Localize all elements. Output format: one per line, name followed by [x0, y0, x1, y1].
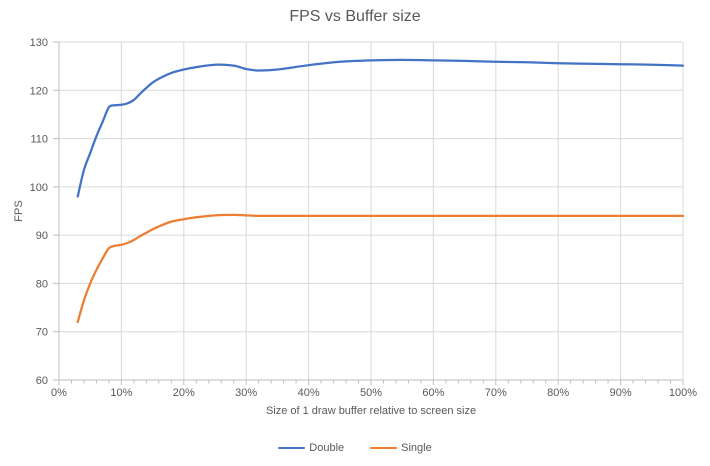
x-tick-label: 30% [235, 387, 257, 399]
y-tick-label: 90 [36, 230, 48, 242]
legend-swatch-single [370, 446, 398, 450]
chart-title: FPS vs Buffer size [289, 8, 421, 25]
x-tick-label: 50% [360, 387, 382, 399]
y-tick-label: 80 [36, 278, 48, 290]
legend-label-double: Double [309, 442, 345, 454]
x-tick-label: 0% [51, 387, 67, 399]
series-line-single [76, 213, 685, 324]
y-tick-label: 70 [36, 327, 48, 339]
x-tick-label: 10% [110, 387, 132, 399]
y-tick-label: 120 [30, 85, 48, 97]
legend-item-double: Double [278, 441, 344, 455]
x-tick-label: 70% [485, 387, 507, 399]
x-tick-label: 80% [547, 387, 569, 399]
legend: Double Single [0, 441, 710, 455]
x-tick-label: 40% [298, 387, 320, 399]
legend-item-single: Single [370, 441, 432, 455]
y-tick-label: 100 [30, 182, 48, 194]
legend-swatch-double [278, 446, 306, 450]
y-tick-label: 130 [30, 37, 48, 49]
x-tick-label: 60% [422, 387, 444, 399]
x-tick-label: 90% [610, 387, 632, 399]
y-tick-label: 110 [30, 134, 48, 146]
y-tick-label: 60 [36, 375, 48, 387]
series-line-double [76, 58, 685, 198]
x-tick-label: 100% [669, 387, 697, 399]
legend-label-single: Single [401, 442, 432, 454]
x-tick-label: 20% [173, 387, 195, 399]
y-axis-title: FPS [13, 200, 25, 222]
x-axis-title: Size of 1 draw buffer relative to screen… [265, 405, 477, 417]
